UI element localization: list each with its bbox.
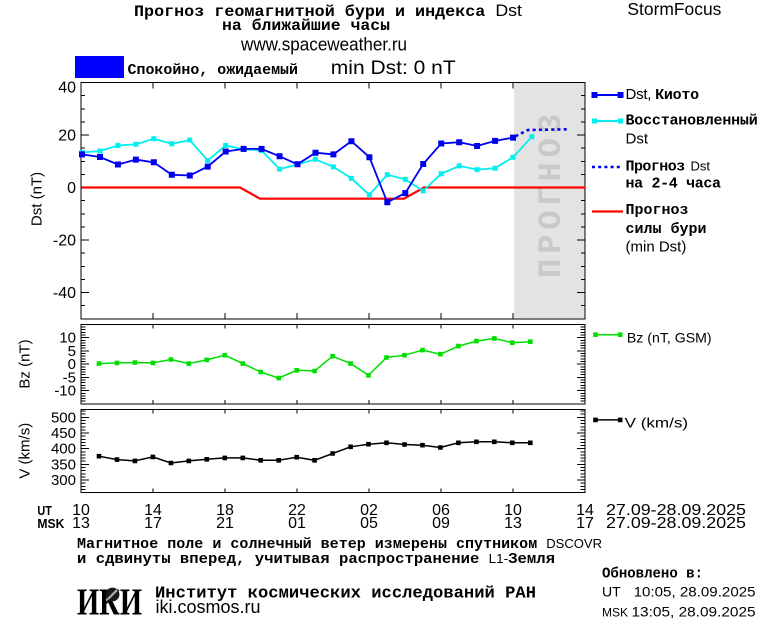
svg-text:06: 06 [432, 502, 450, 519]
svg-text:Прогноз: Прогноз [626, 202, 689, 219]
svg-text:10: 10 [72, 502, 90, 519]
svg-text:500: 500 [51, 409, 76, 426]
svg-text:350: 350 [51, 456, 76, 473]
svg-text:27.09-28.09.2025: 27.09-28.09.2025 [606, 502, 746, 519]
svg-text:Dst: Dst [691, 159, 711, 174]
svg-text:Bz (nT, GSM): Bz (nT, GSM) [627, 329, 712, 345]
svg-text:09: 09 [432, 515, 450, 532]
svg-text:40: 40 [58, 80, 76, 97]
svg-text:V (km/s): V (km/s) [625, 414, 689, 430]
svg-text:UT: UT [602, 584, 621, 600]
svg-text:ПРОГНОЗ: ПРОГНОЗ [533, 109, 570, 278]
svg-text:V (km/s): V (km/s) [17, 423, 34, 479]
svg-text:ИКИ: ИКИ [77, 582, 142, 620]
svg-text:силы бури: силы бури [626, 221, 707, 238]
svg-text:Bz (nT): Bz (nT) [17, 339, 34, 388]
svg-text:13: 13 [504, 515, 522, 532]
svg-text:Институт космических исследова: Институт космических исследований РАН [155, 585, 536, 604]
svg-text:Dst: Dst [626, 131, 649, 148]
svg-text:-20: -20 [53, 233, 76, 250]
svg-text:27.09-28.09.2025: 27.09-28.09.2025 [606, 515, 746, 532]
svg-text:-10: -10 [54, 383, 76, 400]
svg-text:13: 13 [72, 515, 90, 532]
svg-text:iki.cosmos.ru: iki.cosmos.ru [156, 597, 261, 617]
svg-text:и сдвинуты вперед, учитывая ра: и сдвинуты вперед, учитывая распростране… [77, 551, 555, 568]
svg-text:Прогноз геомагнитной бури и ин: Прогноз геомагнитной бури и индекса Dst [134, 1, 522, 21]
svg-text:Обновлено в:: Обновлено в: [602, 567, 703, 583]
svg-text:17: 17 [576, 515, 594, 532]
svg-text:0: 0 [67, 180, 76, 197]
svg-text:450: 450 [51, 425, 76, 442]
svg-text:21: 21 [216, 515, 234, 532]
svg-text:UT: UT [37, 503, 52, 518]
svg-text:-5: -5 [63, 369, 76, 386]
svg-text:5: 5 [68, 343, 76, 360]
svg-text:18: 18 [216, 502, 234, 519]
svg-text:min Dst: 0 nT: min Dst: 0 nT [331, 58, 456, 79]
svg-text:400: 400 [51, 441, 76, 458]
svg-text:300: 300 [51, 472, 76, 489]
svg-text:10: 10 [59, 330, 76, 347]
svg-text:05: 05 [360, 515, 378, 532]
svg-text:на ближайшие часы: на ближайшие часы [222, 17, 390, 35]
svg-text:Спокойно, ожидаемый: Спокойно, ожидаемый [128, 62, 299, 79]
svg-text:Магнитное поле и солнечный вет: Магнитное поле и солнечный ветер измерен… [77, 536, 602, 553]
svg-text:Прогноз: Прогноз [626, 159, 686, 176]
svg-text:(min Dst): (min Dst) [626, 238, 687, 255]
svg-text:02: 02 [360, 502, 378, 519]
svg-text:Dst (nT): Dst (nT) [28, 172, 45, 226]
svg-text:на 2-4 часа: на 2-4 часа [626, 176, 722, 193]
svg-text:01: 01 [288, 515, 306, 532]
svg-text:MSK: MSK [602, 606, 628, 620]
svg-text:-40: -40 [53, 285, 76, 302]
svg-text:Восстановленный: Восстановленный [626, 113, 758, 130]
svg-text:17: 17 [144, 515, 162, 532]
svg-text:13:05, 28.09.2025: 13:05, 28.09.2025 [632, 604, 756, 620]
svg-text:www.spaceweather.ru: www.spaceweather.ru [240, 35, 407, 55]
svg-text:10: 10 [504, 502, 522, 519]
svg-text:14: 14 [144, 502, 162, 519]
svg-text:MSK: MSK [37, 516, 65, 531]
svg-text:22: 22 [288, 502, 306, 519]
svg-text:10:05, 28.09.2025: 10:05, 28.09.2025 [634, 584, 756, 600]
svg-text:StormFocus: StormFocus [627, 0, 721, 19]
svg-text:20: 20 [58, 128, 76, 145]
svg-text:0: 0 [68, 356, 76, 373]
svg-text:14: 14 [576, 502, 594, 519]
svg-text:Dst, Киото: Dst, Киото [626, 86, 700, 104]
